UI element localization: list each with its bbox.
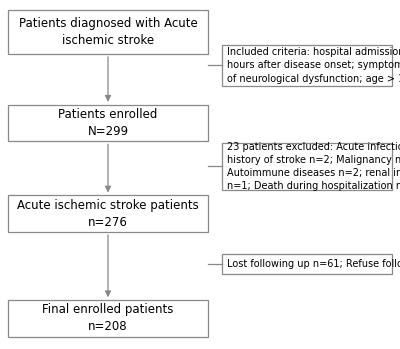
Text: 23 patients excluded: Acute infection n=12;
history of stroke n=2; Malignancy n=: 23 patients excluded: Acute infection n=… (227, 142, 400, 192)
Text: Lost following up n=61; Refuse follow-up n=7;: Lost following up n=61; Refuse follow-up… (227, 259, 400, 269)
Text: Included criteria: hospital admission was ≤ 24
hours after disease onset; sympto: Included criteria: hospital admission wa… (227, 47, 400, 84)
FancyBboxPatch shape (8, 105, 208, 141)
FancyBboxPatch shape (222, 143, 392, 190)
Text: Final enrolled patients
n=208: Final enrolled patients n=208 (42, 304, 174, 333)
FancyBboxPatch shape (222, 254, 392, 274)
FancyBboxPatch shape (8, 10, 208, 54)
FancyBboxPatch shape (8, 195, 208, 232)
Text: Patients diagnosed with Acute
ischemic stroke: Patients diagnosed with Acute ischemic s… (19, 17, 197, 47)
Text: Patients enrolled
N=299: Patients enrolled N=299 (58, 108, 158, 138)
FancyBboxPatch shape (222, 45, 392, 86)
Text: Acute ischemic stroke patients
n=276: Acute ischemic stroke patients n=276 (17, 199, 199, 229)
FancyBboxPatch shape (8, 300, 208, 337)
